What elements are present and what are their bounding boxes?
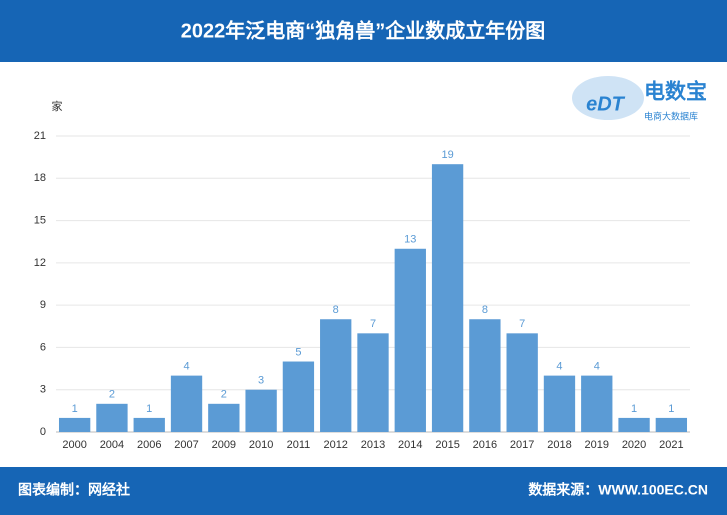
bar [394, 248, 426, 432]
bar [282, 361, 315, 432]
value-label: 1 [146, 403, 152, 415]
value-label: 8 [482, 304, 488, 316]
value-label: 13 [404, 234, 416, 246]
bar [357, 333, 389, 432]
x-tick-label: 2004 [100, 439, 124, 451]
y-tick-label: 15 [34, 214, 46, 226]
value-label: 7 [370, 318, 376, 330]
y-tick-label: 18 [34, 172, 46, 184]
x-tick-label: 2010 [249, 439, 273, 451]
y-tick-label: 0 [40, 426, 46, 438]
x-tick-label: 2012 [323, 439, 347, 451]
x-tick-label: 2016 [473, 439, 497, 451]
bar [431, 164, 464, 432]
x-tick-label: 2006 [137, 439, 161, 451]
bar [208, 403, 240, 432]
logo-mark: eDT [586, 93, 626, 115]
x-tick-label: 2017 [510, 439, 534, 451]
y-tick-label: 21 [34, 130, 46, 142]
y-tick-label: 6 [40, 341, 46, 353]
bar [581, 375, 613, 432]
value-label: 1 [72, 403, 78, 415]
value-label: 5 [295, 346, 301, 358]
bar [320, 319, 352, 432]
bar [96, 403, 128, 432]
value-label: 4 [594, 361, 600, 373]
bar [618, 417, 650, 432]
x-tick-label: 2020 [622, 439, 646, 451]
value-label: 2 [109, 389, 115, 401]
value-label: 7 [519, 318, 525, 330]
value-label: 4 [556, 361, 562, 373]
x-tick-label: 2013 [361, 439, 385, 451]
y-tick-label: 9 [40, 299, 46, 311]
x-tick-label: 2019 [585, 439, 609, 451]
logo-name: 电数宝 [644, 80, 707, 104]
x-tick-label: 2014 [398, 439, 422, 451]
logo-cloud [572, 76, 644, 120]
x-tick-label: 2009 [212, 439, 236, 451]
x-tick-label: 2000 [62, 439, 86, 451]
x-tick-label: 2015 [435, 439, 459, 451]
footer-right: 数据来源：WWW.100EC.CN [528, 482, 708, 498]
value-label: 1 [631, 403, 637, 415]
bar [58, 417, 91, 432]
logo-tagline: 电商大数据库 [644, 110, 698, 121]
value-label: 2 [221, 389, 227, 401]
bar [170, 375, 203, 432]
y-axis-label: 家 [52, 99, 63, 113]
value-label: 1 [668, 403, 674, 415]
bar [133, 417, 165, 432]
bar [655, 417, 688, 432]
footer-band [0, 467, 727, 515]
value-label: 19 [441, 149, 453, 161]
bar [245, 389, 277, 432]
x-tick-label: 2011 [287, 439, 311, 451]
chart-title: 2022年泛电商“独角兽”企业数成立年份图 [181, 18, 546, 42]
footer-left: 图表编制：网经社 [18, 482, 130, 498]
header-band [0, 0, 727, 62]
logo: eDT 电数宝 电商大数据库 [572, 76, 707, 121]
x-tick-label: 2018 [547, 439, 571, 451]
x-tick-label: 2007 [174, 439, 198, 451]
bar [506, 333, 538, 432]
y-tick-label: 12 [34, 257, 46, 269]
value-label: 3 [258, 375, 264, 387]
y-tick-label: 3 [40, 384, 46, 396]
bar [543, 375, 576, 432]
value-label: 4 [183, 361, 189, 373]
x-tick-label: 2021 [659, 439, 683, 451]
bar [469, 319, 501, 432]
value-label: 8 [333, 304, 339, 316]
